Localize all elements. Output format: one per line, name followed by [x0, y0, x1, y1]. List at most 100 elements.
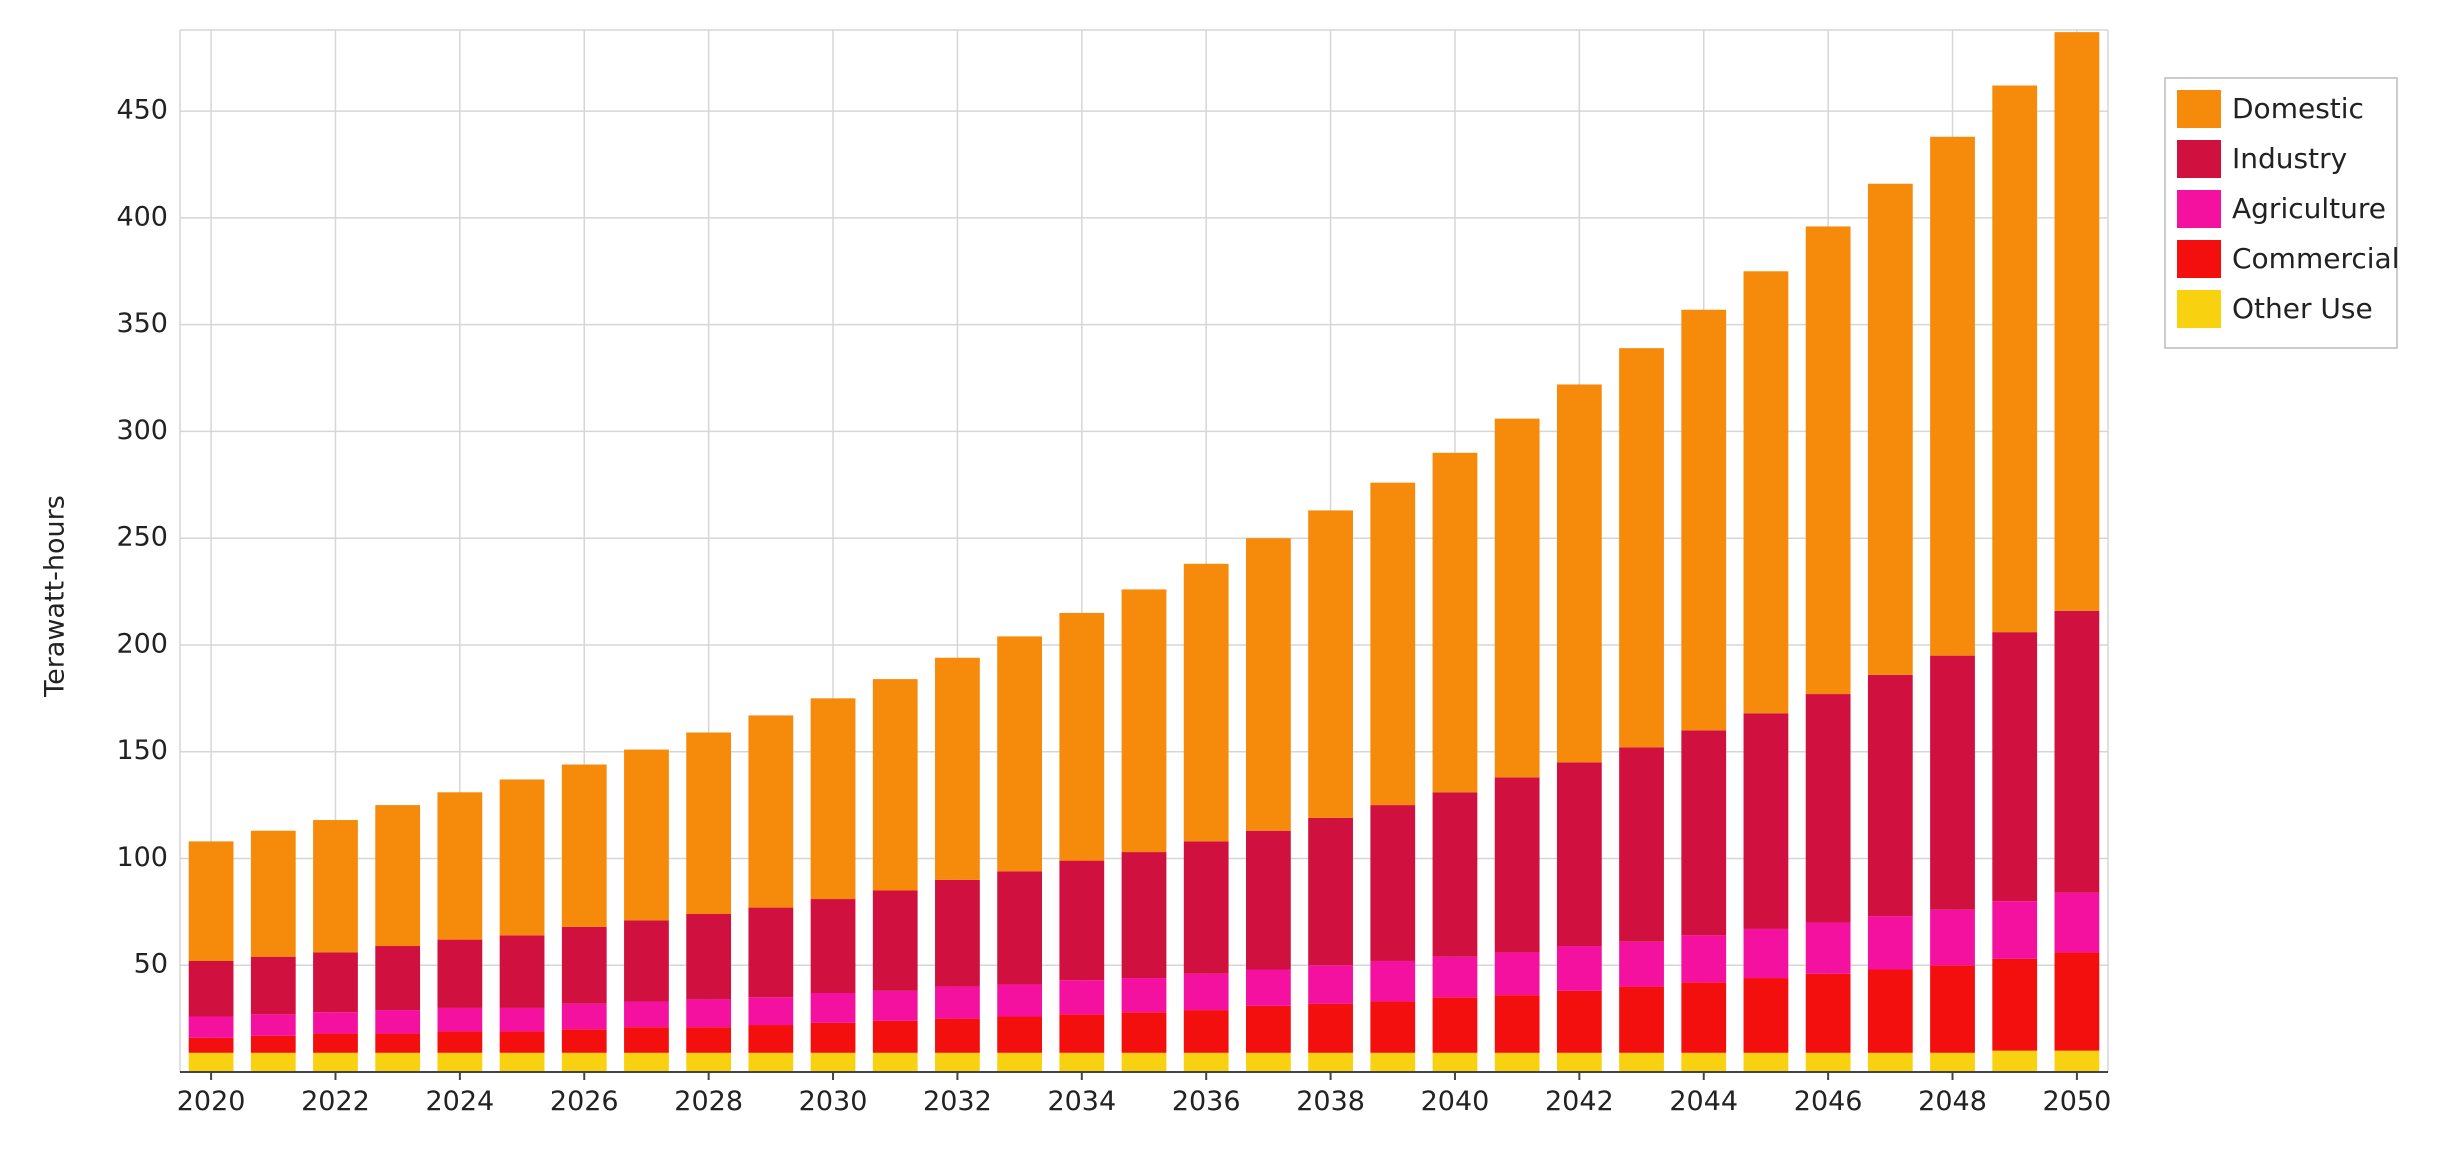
bar-agriculture-2034	[1059, 980, 1105, 1015]
bar-domestic-2032	[935, 657, 980, 880]
bar-domestic-2023	[375, 805, 421, 947]
x-tick-label: 2036	[1172, 1086, 1241, 1117]
x-tick-label: 2046	[1794, 1086, 1863, 1117]
bar-other-use-2032	[935, 1052, 980, 1072]
y-tick-label: 300	[116, 415, 168, 446]
bar-other-use-2047	[1867, 1052, 1913, 1072]
bar-other-use-2026	[561, 1052, 607, 1072]
bar-other-use-2025	[499, 1052, 545, 1072]
bar-domestic-2030	[810, 698, 856, 900]
bar-other-use-2036	[1183, 1052, 1229, 1072]
bar-agriculture-2033	[997, 984, 1043, 1017]
bar-other-use-2035	[1121, 1052, 1167, 1072]
bar-commercial-2045	[1743, 978, 1789, 1053]
x-tick-label: 2044	[1669, 1086, 1738, 1117]
bar-agriculture-2044	[1681, 935, 1727, 983]
y-tick-label: 150	[116, 735, 168, 766]
bar-industry-2042	[1556, 762, 1602, 947]
bar-agriculture-2049	[1992, 901, 2038, 959]
bar-other-use-2031	[872, 1052, 918, 1072]
bar-domestic-2043	[1619, 348, 1664, 748]
y-tick-label: 200	[116, 628, 168, 659]
bar-domestic-2025	[499, 779, 545, 936]
bar-commercial-2042	[1556, 990, 1602, 1053]
bar-commercial-2021	[250, 1035, 296, 1053]
bar-industry-2047	[1867, 674, 1913, 917]
bar-commercial-2043	[1619, 986, 1664, 1053]
bar-commercial-2029	[748, 1025, 794, 1053]
bar-domestic-2037	[1245, 538, 1291, 831]
bar-commercial-2050	[2054, 952, 2100, 1051]
bar-industry-2026	[561, 926, 607, 1004]
legend-swatch-commercial	[2177, 240, 2221, 278]
y-tick-label: 50	[134, 949, 168, 980]
bar-other-use-2037	[1245, 1052, 1291, 1072]
bar-other-use-2029	[748, 1052, 794, 1072]
x-tick-label: 2050	[2043, 1086, 2112, 1117]
bar-industry-2028	[686, 913, 732, 1000]
bar-industry-2046	[1805, 694, 1851, 923]
x-tick-label: 2026	[550, 1086, 619, 1117]
legend-label-agriculture: Agriculture	[2232, 192, 2386, 225]
bar-other-use-2023	[375, 1052, 421, 1072]
bar-industry-2040	[1432, 792, 1478, 957]
bar-other-use-2021	[250, 1052, 296, 1072]
bar-other-use-2040	[1432, 1052, 1478, 1072]
bar-commercial-2037	[1245, 1005, 1291, 1053]
bar-other-use-2043	[1619, 1052, 1664, 1072]
bar-industry-2039	[1370, 805, 1416, 961]
bar-other-use-2020	[188, 1052, 234, 1072]
bar-agriculture-2023	[375, 1010, 421, 1034]
legend-label-industry: Industry	[2232, 142, 2347, 175]
bar-domestic-2041	[1494, 418, 1540, 778]
y-axis-title: Terawatt-hours	[40, 495, 71, 698]
y-tick-label: 350	[116, 308, 168, 339]
bar-agriculture-2036	[1183, 973, 1229, 1011]
bar-domestic-2028	[686, 732, 732, 914]
bar-agriculture-2050	[2054, 892, 2100, 953]
bar-agriculture-2048	[1930, 909, 1975, 966]
bar-domestic-2026	[561, 764, 607, 927]
legend-swatch-industry	[2177, 140, 2221, 178]
bar-commercial-2036	[1183, 1010, 1229, 1053]
bar-commercial-2035	[1121, 1012, 1167, 1053]
x-tick-label: 2030	[799, 1086, 868, 1117]
bar-domestic-2045	[1743, 271, 1789, 714]
bar-commercial-2049	[1992, 958, 2038, 1051]
x-tick-label: 2040	[1421, 1086, 1490, 1117]
bar-agriculture-2029	[748, 997, 794, 1026]
legend-label-commercial: Commercial	[2232, 242, 2399, 275]
bar-domestic-2036	[1183, 563, 1229, 842]
bar-domestic-2046	[1805, 226, 1851, 695]
bar-industry-2050	[2054, 610, 2100, 893]
y-tick-label: 450	[116, 95, 168, 126]
bar-domestic-2040	[1432, 452, 1478, 793]
y-tick-label: 100	[116, 842, 168, 873]
bar-agriculture-2042	[1556, 946, 1602, 991]
legend-swatch-domestic	[2177, 90, 2221, 128]
bar-domestic-2020	[188, 841, 234, 961]
bar-domestic-2042	[1556, 384, 1602, 763]
bar-agriculture-2026	[561, 1003, 607, 1030]
bar-industry-2041	[1494, 777, 1540, 953]
bar-commercial-2030	[810, 1022, 856, 1053]
bar-other-use-2022	[313, 1052, 358, 1072]
bar-agriculture-2020	[188, 1016, 234, 1038]
bar-industry-2037	[1245, 830, 1291, 970]
x-tick-label: 2020	[177, 1086, 246, 1117]
bar-commercial-2046	[1805, 973, 1851, 1053]
bar-industry-2048	[1930, 655, 1975, 910]
bar-commercial-2039	[1370, 1001, 1416, 1053]
bar-other-use-2050	[2054, 1050, 2100, 1072]
bar-agriculture-2028	[686, 999, 732, 1028]
bar-industry-2031	[872, 890, 918, 991]
bar-industry-2030	[810, 899, 856, 993]
bar-agriculture-2039	[1370, 960, 1416, 1002]
bar-agriculture-2031	[872, 990, 918, 1021]
bar-other-use-2048	[1930, 1052, 1975, 1072]
bar-industry-2032	[935, 879, 980, 987]
x-tick-label: 2032	[923, 1086, 992, 1117]
bar-industry-2043	[1619, 747, 1664, 942]
legend: Domestic Industry Agriculture Commercial Oth…	[2164, 77, 2399, 349]
bar-industry-2049	[1992, 632, 2038, 902]
